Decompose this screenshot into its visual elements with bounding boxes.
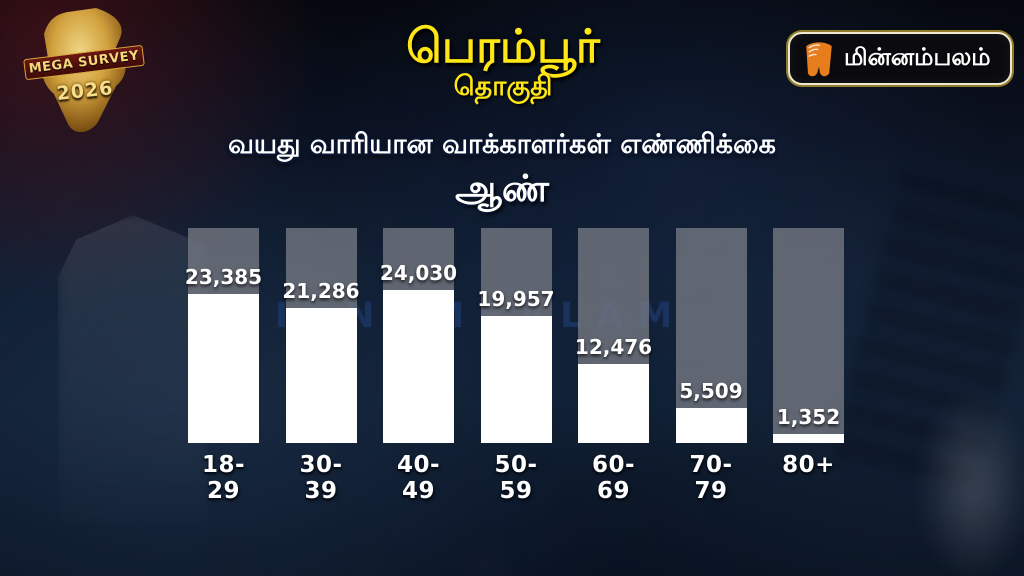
bar-column: 5,509 70-79 xyxy=(675,228,747,504)
channel-logo-box: மின்னம்பலம் xyxy=(788,32,1012,85)
bar-track: 5,509 xyxy=(675,228,747,443)
bar-track: 23,385 xyxy=(185,228,262,443)
bar-value-label: 1,352 xyxy=(776,405,841,429)
bar-value-label: 21,286 xyxy=(282,279,360,303)
channel-name: மின்னம்பலம் xyxy=(844,43,991,71)
background-hand-silhouette xyxy=(899,356,1024,576)
bar-value-label: 5,509 xyxy=(679,379,743,403)
bar-category-label: 60-69 xyxy=(591,452,636,504)
bar-track: 21,286 xyxy=(282,228,360,443)
age-bar-chart: 23,385 18-29 21,286 30-39 24,030 40-49 19,957 5… xyxy=(185,228,844,504)
bar-category-label: 18-29 xyxy=(201,452,246,504)
gender-label: ஆண் xyxy=(455,167,549,210)
bar-fill xyxy=(578,364,649,443)
background-building-silhouette xyxy=(58,215,208,525)
chart-heading: வயது வாரியான வாக்காளர்கள் எண்ணிக்கை xyxy=(228,129,776,160)
bar-column: 23,385 18-29 xyxy=(185,228,262,504)
bar-fill xyxy=(480,316,552,443)
background-arches-silhouette xyxy=(180,495,520,576)
constituency-subtitle: தொகுதி xyxy=(453,71,553,103)
bar-value-label: 12,476 xyxy=(574,335,653,359)
bar-value-label: 24,030 xyxy=(379,261,458,285)
bar-value-label: 23,385 xyxy=(184,265,263,289)
constituency-title: பெரம்பூர் xyxy=(406,19,600,73)
header-title-block: பெரம்பூர் தொகுதி xyxy=(0,22,1006,106)
bar-fill xyxy=(188,294,259,443)
bar-category-label: 80+ xyxy=(782,452,835,478)
mega-survey-badge: MEGA SURVEY 2026 xyxy=(10,4,158,138)
bar-fill xyxy=(285,308,357,443)
bar-track: 24,030 xyxy=(380,228,457,443)
bar-track: 12,476 xyxy=(575,228,652,443)
bar-column: 12,476 60-69 xyxy=(575,228,652,504)
bar-category-label: 70-79 xyxy=(689,452,733,504)
minnambalam-icon xyxy=(806,41,832,76)
bar-track: 19,957 xyxy=(477,228,555,443)
bar-category-label: 50-59 xyxy=(494,452,538,504)
bar-column: 1,352 80+ xyxy=(773,228,844,504)
bar-fill xyxy=(383,290,454,443)
bar-track: 1,352 xyxy=(773,228,844,443)
bar-value-label: 19,957 xyxy=(477,287,555,311)
bar-fill xyxy=(675,408,747,443)
bar-column: 21,286 30-39 xyxy=(282,228,360,504)
bar-fill xyxy=(773,434,844,443)
bar-column: 24,030 40-49 xyxy=(380,228,457,504)
bar-category-label: 30-39 xyxy=(299,452,343,504)
bar-column: 19,957 50-59 xyxy=(477,228,555,504)
bar-category-label: 40-49 xyxy=(396,452,441,504)
